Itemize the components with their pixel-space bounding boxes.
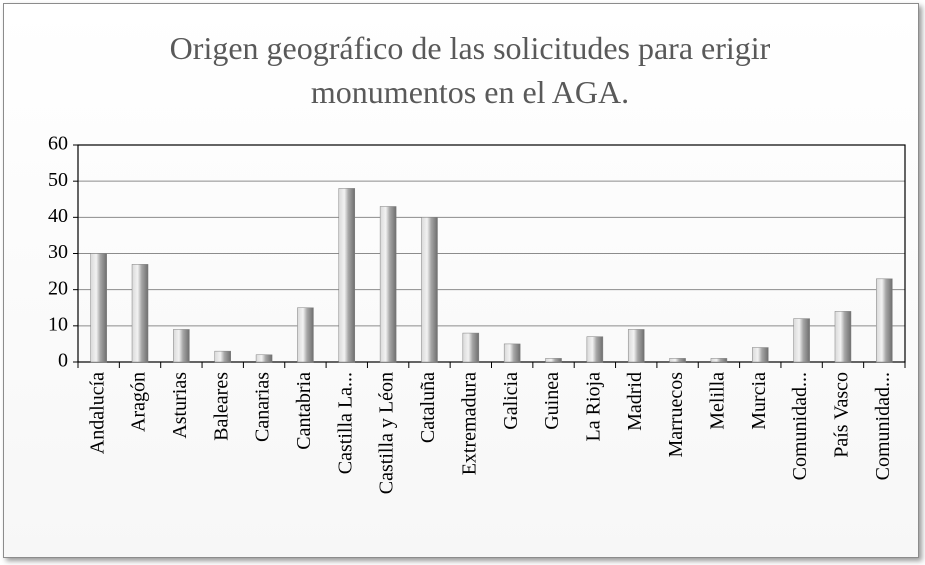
bar: [503, 343, 521, 363]
bar: [131, 264, 149, 363]
x-tick-label: Castilla La...: [334, 372, 356, 474]
bar: [173, 329, 190, 363]
x-tick-label: Castilla y Léon: [376, 372, 398, 494]
y-tick-label: 50: [48, 169, 68, 191]
x-tick-label: Extremadura: [458, 372, 480, 475]
bar: [379, 206, 397, 363]
bar: [462, 332, 480, 363]
y-tick-label: 10: [48, 313, 68, 335]
bar: [834, 311, 852, 363]
x-tick-label: País Vasco: [831, 372, 853, 458]
x-tick-label: Aragón: [128, 372, 150, 432]
y-tick-label: 40: [48, 205, 68, 227]
x-tick-label: Marruecos: [665, 372, 687, 458]
x-tick-label: Canarias: [252, 372, 274, 442]
bar: [255, 354, 273, 363]
bar: [297, 307, 314, 363]
x-tick-label: La Rioja: [582, 372, 604, 442]
x-tick-label: Galicia: [500, 372, 522, 430]
x-tick-label: Comunidad...: [789, 372, 811, 480]
chart-frame: [3, 3, 919, 558]
y-tick-label: 0: [58, 350, 68, 372]
bar: [586, 336, 604, 363]
bar: [90, 253, 107, 363]
bar: [421, 217, 438, 363]
bar: [876, 278, 893, 363]
bar: [752, 347, 769, 363]
x-tick-label: Cataluña: [417, 372, 439, 443]
x-tick-label: Andalucía: [86, 372, 108, 454]
bar: [669, 358, 686, 363]
y-tick-label: 60: [48, 133, 68, 155]
x-tick-label: Cantabria: [293, 372, 315, 450]
bar: [338, 188, 356, 363]
x-tick-label: Melilla: [707, 372, 729, 430]
y-tick-label: 30: [48, 241, 68, 263]
bar: [793, 318, 810, 363]
x-tick-label: Murcia: [748, 372, 770, 430]
x-tick-label: Baleares: [210, 372, 232, 441]
chart-title: Origen geográfico de las solicitudes par…: [169, 30, 771, 110]
x-tick-label: Comunidad...: [872, 372, 894, 480]
bar: [545, 358, 562, 363]
x-tick-label: Asturias: [169, 372, 191, 439]
x-tick-label: Madrid: [624, 372, 646, 431]
x-tick-label: Guinea: [541, 372, 563, 430]
bar: [627, 329, 645, 363]
y-tick-label: 20: [48, 277, 68, 299]
bar: [214, 350, 231, 363]
bar: [710, 358, 728, 363]
